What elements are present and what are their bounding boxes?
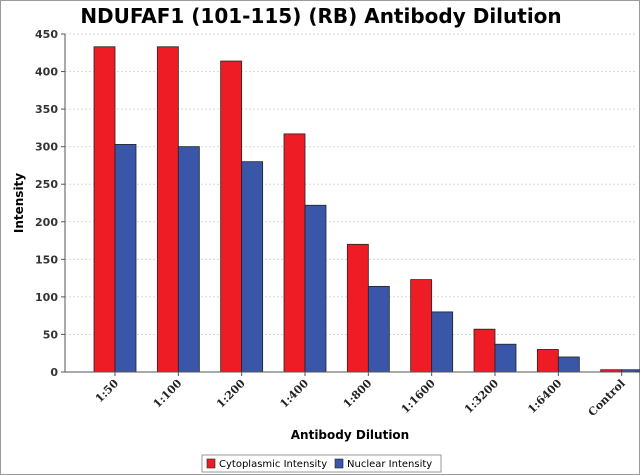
y-tick-label: 450 [35,28,58,41]
bar-nuclear-7 [557,356,580,373]
legend-box [201,454,442,473]
chart-title: NDUFAF1 (101-115) (RB) Antibody Dilution [80,4,561,28]
bar-nuclear-6 [494,343,517,373]
legend: Cytoplasmic Intensity Nuclear Intensity [201,454,442,473]
bar-nuclear-5 [431,311,454,373]
legend-label: Cytoplasmic Intensity [219,459,327,470]
y-axis-label: Intensity [12,173,26,233]
bar-nuclear-1 [177,146,200,373]
bar-nuclear-2 [241,161,264,373]
x-tick-label: 1:200 [214,377,248,411]
y-tick-label: 200 [35,216,58,229]
x-tick-label: 1:1600 [399,377,438,416]
y-tick-label: 250 [35,178,58,191]
x-tick-label: 1:3200 [462,377,501,416]
bar-cytoplasmic-2 [220,60,243,373]
x-tick-label: Control [586,377,628,419]
x-tick-label: 1:6400 [525,377,564,416]
x-tick-label: 1:100 [151,377,185,411]
legend-swatch [334,458,344,469]
x-tick-label: 1:400 [277,377,311,411]
y-tick-label: 100 [35,291,58,304]
y-tick-label: 150 [35,253,58,266]
x-tick-label: 1:800 [341,377,375,411]
y-tick-label: 400 [35,66,58,79]
legend-label: Nuclear Intensity [347,459,432,470]
y-tick-label: 50 [43,328,59,341]
bar-cytoplasmic-3 [283,133,306,373]
bar-cytoplasmic-7 [536,349,559,373]
bars [93,46,640,373]
bar-cytoplasmic-6 [473,328,496,373]
x-axis-label: Antibody Dilution [291,428,409,442]
x-tick-label: 1:50 [93,377,122,406]
y-tick-label: 0 [50,366,58,379]
y-tick-label: 350 [35,103,58,116]
bar-nuclear-4 [367,285,390,373]
bar-cytoplasmic-4 [346,243,369,373]
bar-cytoplasmic-0 [93,46,116,373]
bar-cytoplasmic-1 [156,46,179,373]
bar-nuclear-3 [304,204,327,373]
bar-cytoplasmic-5 [410,279,433,373]
legend-swatch [206,458,216,469]
bar-nuclear-0 [114,144,137,373]
y-tick-label: 300 [35,141,58,154]
